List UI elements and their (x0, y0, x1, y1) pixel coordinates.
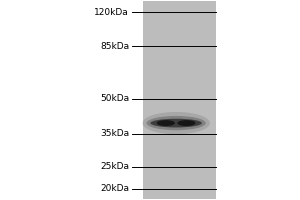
Text: 120kDa: 120kDa (94, 8, 129, 17)
Bar (142, 1, 216, 199)
Ellipse shape (177, 120, 195, 126)
Text: 85kDa: 85kDa (100, 42, 129, 51)
Text: 25kDa: 25kDa (100, 162, 129, 171)
Text: 50kDa: 50kDa (100, 94, 129, 103)
Text: 20kDa: 20kDa (100, 184, 129, 193)
Text: 35kDa: 35kDa (100, 129, 129, 138)
Ellipse shape (157, 120, 175, 126)
Ellipse shape (146, 116, 206, 130)
Ellipse shape (150, 119, 202, 127)
Ellipse shape (142, 112, 210, 134)
